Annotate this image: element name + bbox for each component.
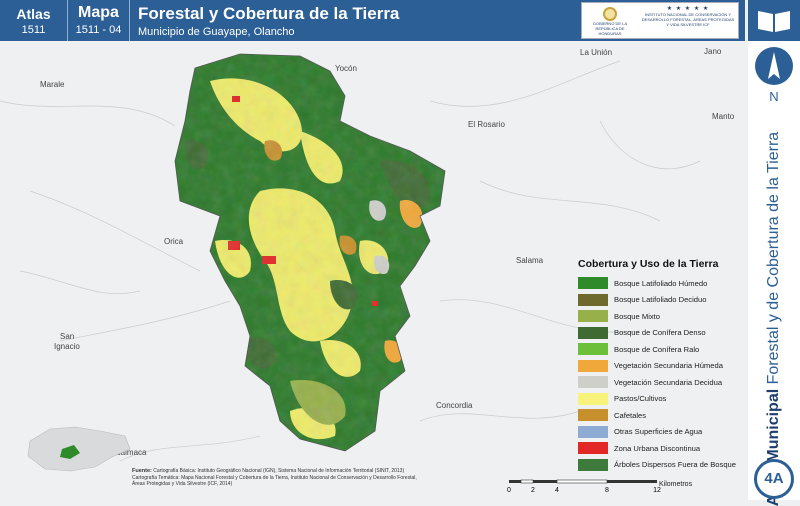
title-block: Forestal y Cobertura de la Tierra Munici…	[138, 4, 399, 38]
icf-logo: ★ ★ ★ ★ ★ INSTITUTO NACIONAL DE CONSERVA…	[640, 5, 736, 38]
legend-label: Bosque Latifoliado Húmedo	[614, 278, 708, 288]
map-cell: Mapa 1511 - 04	[68, 0, 130, 41]
north-arrow-icon	[768, 52, 780, 79]
legend-label: Bosque Mixto	[614, 311, 661, 321]
credits-line: Cartografía Básica: Instituto Geográfico…	[153, 468, 405, 474]
north-letter: N	[769, 89, 779, 104]
seal-icon	[603, 7, 617, 21]
map-number: 1511 - 04	[75, 24, 122, 36]
town-label: Manto	[712, 112, 735, 121]
legend-item: Bosque Latifoliado Húmedo	[578, 275, 743, 292]
road-network	[0, 60, 701, 462]
municipality-boundary	[174, 53, 446, 452]
town-label: El Rosario	[468, 120, 505, 129]
legend-swatch	[578, 376, 608, 389]
legend-item: Otras Superficies de Agua	[578, 424, 743, 441]
scale-tick: 4	[555, 487, 559, 494]
legend-label: Otras Superficies de Agua	[614, 427, 703, 437]
town-label: San	[60, 332, 74, 341]
credits-line: Áreas Protegidas y Vida Silvestre (ICF, …	[132, 481, 233, 487]
atlas-label: Atlas	[16, 6, 51, 22]
map-canvas[interactable]: Yocón La Unión Jano Marale El Rosario Ma…	[0, 41, 748, 500]
town-label: Jano	[704, 47, 722, 56]
legend-label: Vegetación Secundaria Húmeda	[614, 361, 723, 371]
atlas-book-button[interactable]	[748, 0, 800, 41]
scale-tick: 12	[653, 487, 661, 494]
atlas-number: 1511	[21, 24, 46, 36]
stars-icon: ★ ★ ★ ★ ★	[666, 6, 710, 12]
page-title: Forestal y Cobertura de la Tierra	[138, 4, 400, 23]
legend-swatch	[578, 409, 608, 422]
legend-item: Zona Urbana Discontinua	[578, 440, 743, 457]
legend-swatch	[578, 326, 608, 339]
header-bar: Atlas 1511 Mapa 1511 - 04 Forestal y Cob…	[0, 0, 745, 41]
legend-label: Árboles Dispersos Fuera de Bosque	[614, 460, 736, 470]
location-inset-map	[27, 426, 131, 472]
north-arrow	[755, 47, 793, 85]
town-label: Marale	[40, 80, 65, 89]
book-icon	[758, 11, 790, 32]
legend-items: Bosque Latifoliado Húmedo Bosque Latifoli…	[578, 275, 743, 473]
legend-swatch	[578, 425, 608, 438]
town-label: Orica	[164, 237, 184, 246]
side-panel: N Atlas Municipal Forestal y de Cobertur…	[748, 41, 800, 506]
legend-label: Vegetación Secundaria Decidua	[614, 377, 723, 387]
legend-item: Bosque Mixto	[578, 308, 743, 325]
legend-title: Cobertura y Uso de la Tierra	[578, 258, 719, 270]
page-subtitle: Municipio de Guayape, Olancho	[138, 26, 295, 38]
legend-item: Cafetales	[578, 407, 743, 424]
texture-overlay	[175, 54, 445, 451]
legend-item: Bosque Latifoliado Deciduo	[578, 292, 743, 309]
legend-swatch	[578, 277, 608, 290]
town-label: Yocón	[335, 64, 357, 73]
legend-swatch	[578, 293, 608, 306]
legend-item: Pastos/Cultivos	[578, 391, 743, 408]
town-label: Salama	[516, 256, 544, 265]
legend-label: Bosque Latifoliado Deciduo	[614, 295, 707, 305]
legend-label: Zona Urbana Discontinua	[614, 443, 701, 453]
scale-tick: 0	[507, 487, 511, 494]
legend-swatch	[578, 343, 608, 356]
legend-item: Árboles Dispersos Fuera de Bosque	[578, 457, 743, 474]
town-label: Concordia	[436, 401, 473, 410]
municipality-cover	[175, 54, 445, 451]
map-label: Mapa	[78, 4, 119, 21]
logos-box: GOBIERNO DE LA REPÚBLICA DE HONDURAS ★ ★…	[581, 2, 739, 39]
vertical-title-text: Forestal y de Cobertura de la Tierra	[765, 131, 782, 385]
town-label: Ignacio	[54, 342, 80, 351]
legend-item: Bosque de Conífera Ralo	[578, 341, 743, 358]
legend-item: Vegetación Secundaria Decidua	[578, 374, 743, 391]
scale-tick: 2	[531, 487, 535, 494]
legend: Cobertura y Uso de la Tierra Bosque Lati…	[578, 258, 743, 473]
legend-label: Bosque de Conífera Denso	[614, 328, 706, 338]
government-logo-text: GOBIERNO DE LA REPÚBLICA DE HONDURAS	[592, 21, 628, 36]
credits: Fuente: Cartografía Básica: Instituto Ge…	[132, 468, 502, 488]
legend-label: Cafetales	[614, 410, 647, 420]
legend-swatch	[578, 392, 608, 405]
legend-item: Bosque de Conífera Denso	[578, 325, 743, 342]
legend-label: Bosque de Conífera Ralo	[614, 344, 700, 354]
legend-item: Vegetación Secundaria Húmeda	[578, 358, 743, 375]
icf-logo-text: INSTITUTO NACIONAL DE CONSERVACIÓN Y DES…	[641, 12, 735, 27]
government-logo: GOBIERNO DE LA REPÚBLICA DE HONDURAS	[584, 5, 636, 38]
legend-label: Pastos/Cultivos	[614, 394, 667, 404]
credits-label: Fuente:	[132, 468, 152, 474]
scale-unit: Kilometros	[659, 481, 693, 488]
atlas-cell: Atlas 1511	[0, 0, 68, 41]
credits-line: Cartografía Temática: Mapa Nacional Fore…	[132, 474, 417, 481]
legend-swatch	[578, 442, 608, 455]
scale-tick: 8	[605, 487, 609, 494]
legend-swatch	[578, 359, 608, 372]
town-label: La Unión	[580, 48, 612, 57]
map-badge: 4A	[754, 459, 794, 499]
legend-swatch	[578, 310, 608, 323]
legend-swatch	[578, 458, 608, 471]
scale-bar: 0 2 4 8 12	[507, 479, 661, 494]
vertical-atlas-title: Atlas Municipal Forestal y de Cobertura …	[765, 132, 783, 506]
town-label: Guaimaca	[110, 448, 147, 457]
